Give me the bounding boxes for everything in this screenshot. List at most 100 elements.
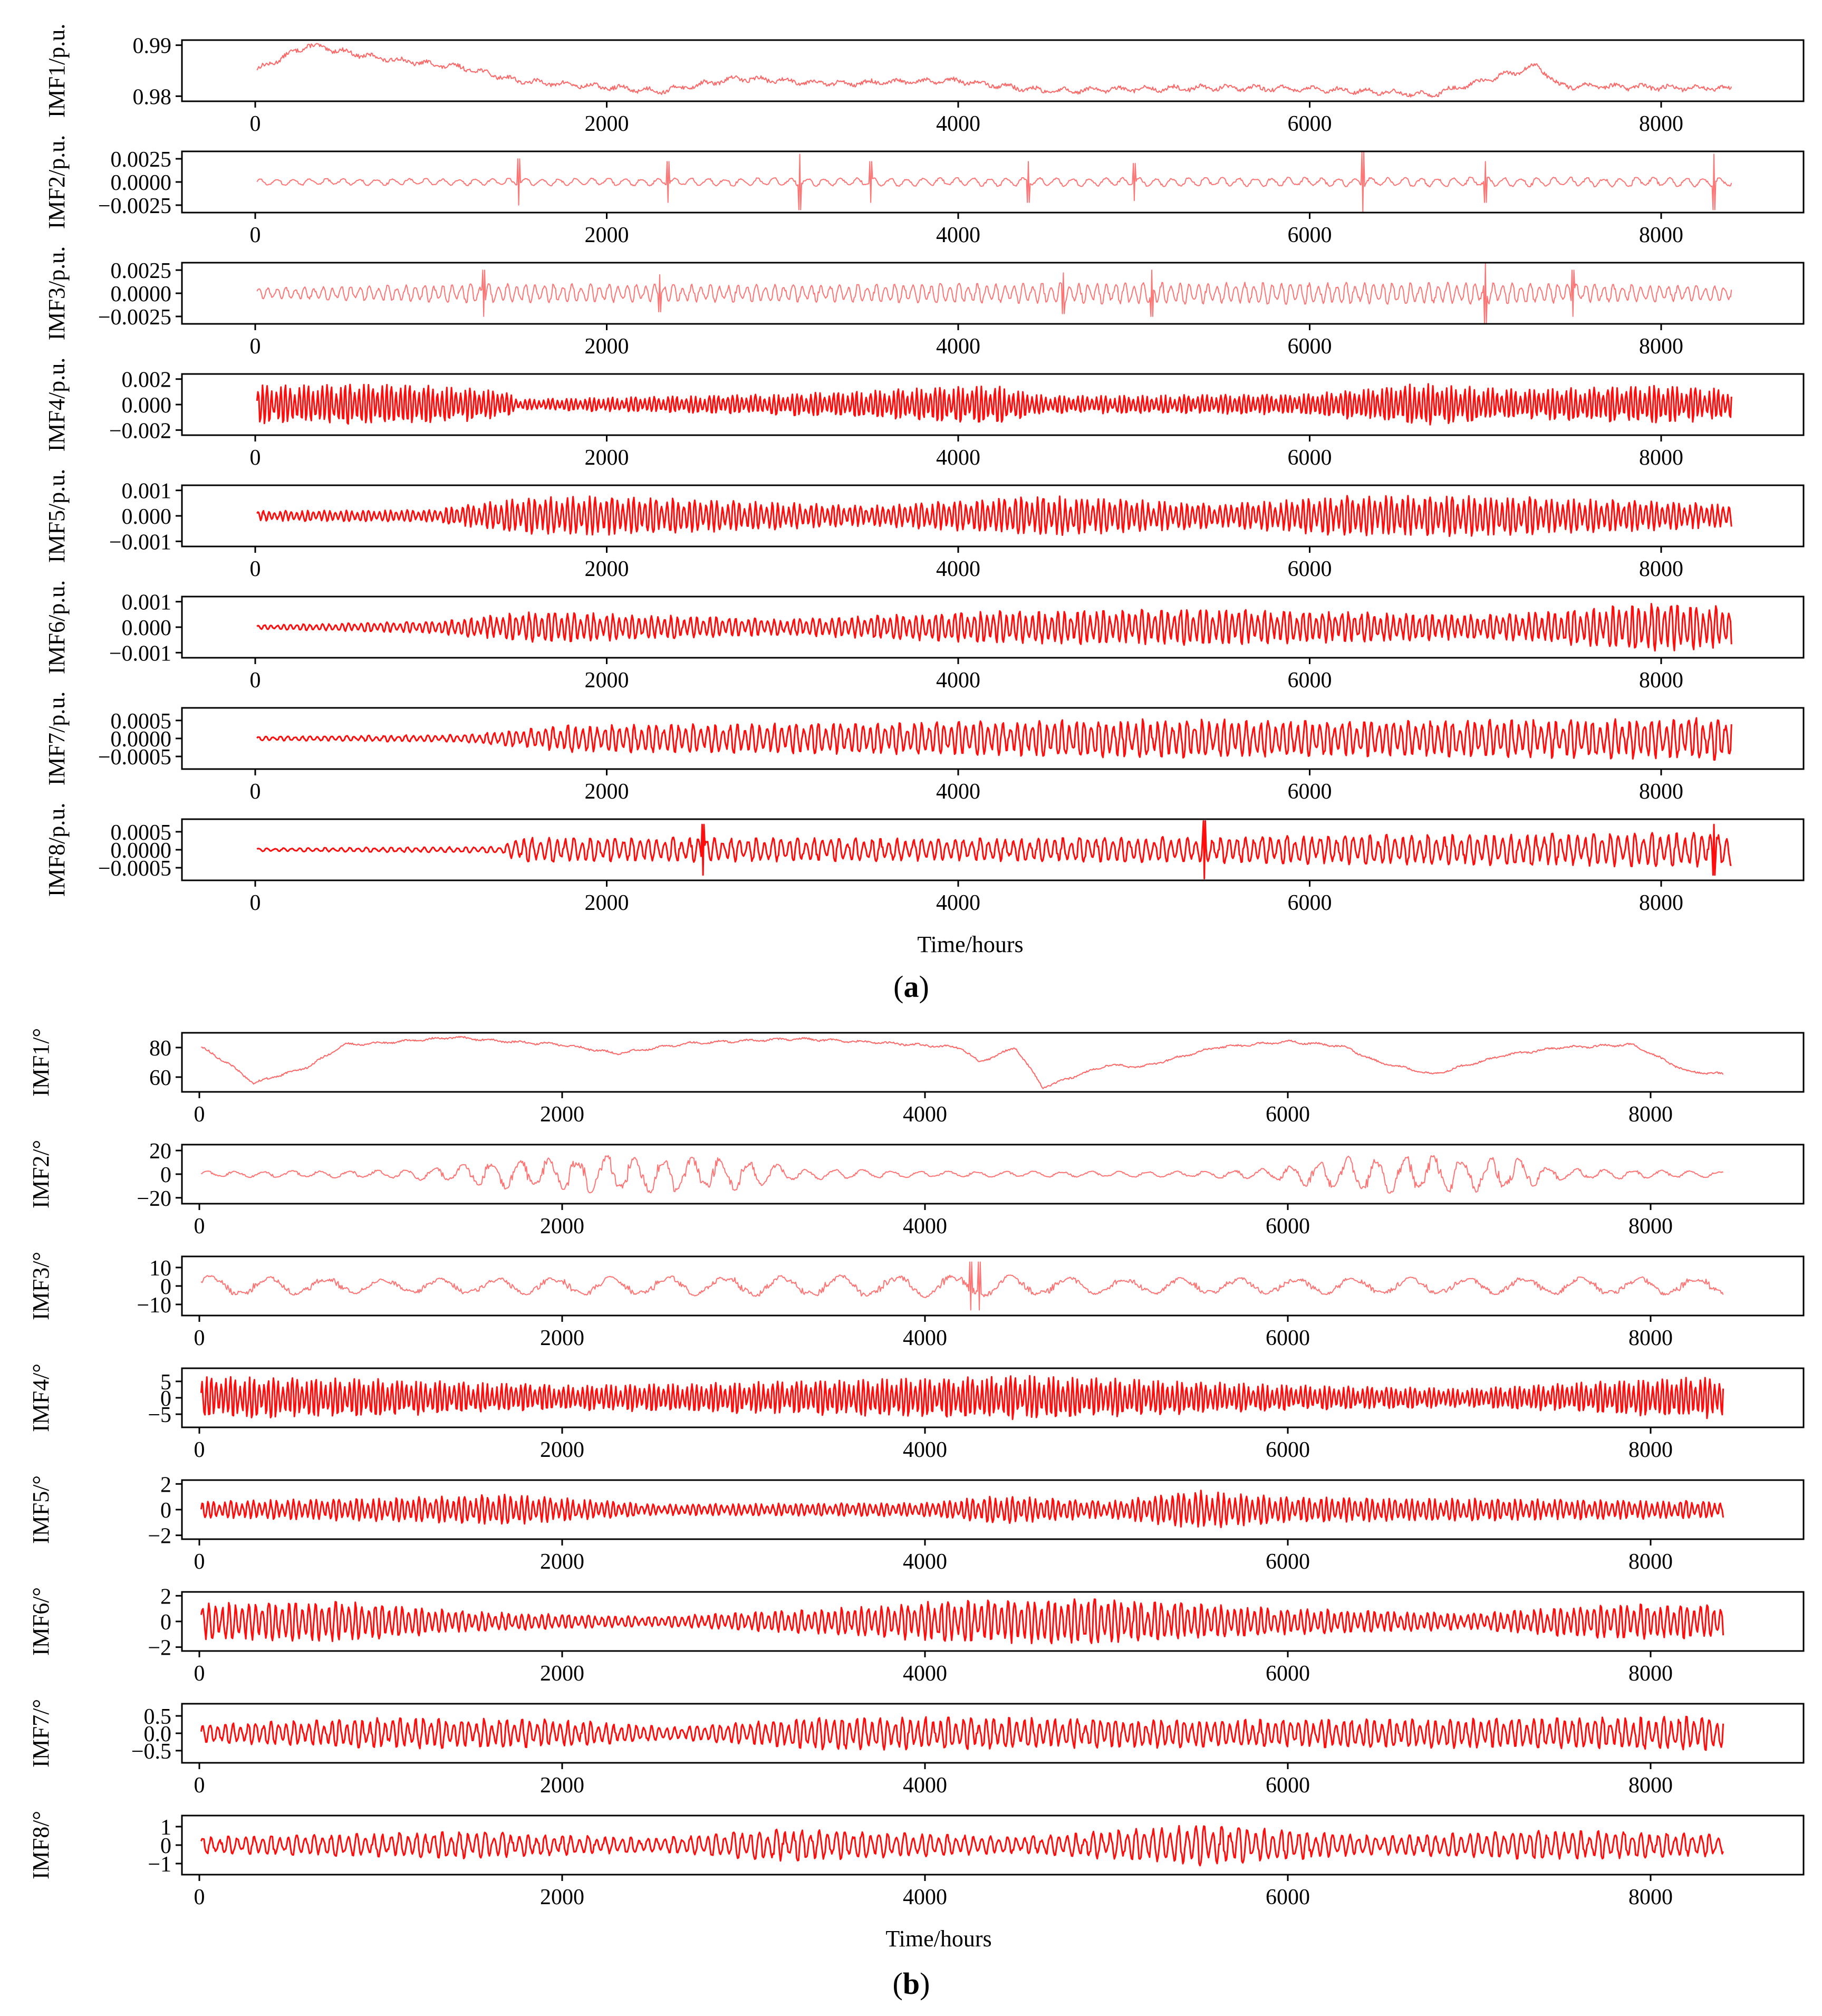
x-tick-label: 2000: [540, 1885, 584, 1909]
x-axis-label: Time/hours: [917, 932, 1023, 957]
y-tick-label: −0.001: [109, 530, 171, 554]
x-tick-label: 2000: [540, 1550, 584, 1574]
y-tick-label: 0.0000: [111, 282, 172, 306]
x-tick-label: 6000: [1266, 1214, 1310, 1239]
y-axis-label: IMF3/p.u.: [44, 246, 70, 340]
x-tick-label: 6000: [1288, 446, 1332, 470]
axes-frame: [181, 1144, 1805, 1205]
x-tick-label: 2000: [585, 668, 629, 693]
signal-line: [200, 1715, 1724, 1751]
x-tick-label: 0: [250, 668, 261, 693]
x-tick-label: 2000: [540, 1214, 584, 1239]
panel-caption-letter: b: [903, 1966, 920, 2001]
y-tick-label: −0.0025: [98, 194, 171, 218]
x-tick-label: 0: [250, 891, 261, 915]
x-tick-label: 6000: [1288, 223, 1332, 247]
y-tick-label: −0.5: [131, 1740, 171, 1764]
y-tick-label: 0: [160, 1834, 171, 1858]
x-tick-label: 6000: [1288, 112, 1332, 136]
axes-frame: [181, 1255, 1805, 1317]
axes-frame: [181, 1479, 1805, 1540]
y-tick-label: −20: [137, 1187, 171, 1211]
axes-frame: [181, 1032, 1805, 1093]
x-tick-label: 2000: [585, 446, 629, 470]
y-axis-label: IMF7/p.u.: [44, 692, 70, 785]
x-tick-label: 4000: [903, 1326, 947, 1350]
y-axis-label: IMF5/p.u.: [44, 469, 70, 563]
y-tick-label: 2: [160, 1585, 171, 1609]
y-tick-label: −2: [148, 1524, 171, 1549]
x-tick-label: 6000: [1266, 1662, 1310, 1686]
x-tick-label: 2000: [585, 112, 629, 136]
x-tick-label: 6000: [1266, 1885, 1310, 1909]
y-axis-label: IMF5/°: [28, 1475, 54, 1544]
y-tick-label: 0.98: [133, 85, 172, 109]
x-tick-label: 8000: [1639, 112, 1683, 136]
x-tick-label: 8000: [1639, 334, 1683, 359]
x-tick-label: 8000: [1628, 1438, 1673, 1462]
x-tick-label: 4000: [903, 1773, 947, 1798]
x-tick-label: 0: [194, 1438, 205, 1462]
axes-frame: [181, 39, 1805, 102]
x-tick-label: 0: [250, 557, 261, 581]
x-tick-label: 8000: [1628, 1102, 1673, 1127]
signal-line: [256, 820, 1732, 880]
axes-frame: [181, 150, 1805, 214]
y-tick-label: −0.002: [109, 419, 171, 443]
y-tick-label: 0: [160, 1387, 171, 1411]
y-tick-label: 0.0000: [111, 839, 172, 863]
signal-line: [200, 1375, 1724, 1420]
y-tick-label: 0.0000: [111, 727, 172, 752]
x-tick-label: 2000: [540, 1326, 584, 1350]
y-tick-label: 60: [149, 1066, 171, 1090]
y-axis-label: IMF4/°: [28, 1364, 54, 1432]
y-tick-label: 0: [160, 1499, 171, 1523]
x-tick-label: 8000: [1628, 1214, 1673, 1239]
y-tick-label: −1: [148, 1852, 171, 1877]
y-axis-label: IMF8/°: [28, 1811, 54, 1879]
signal-line: [256, 717, 1732, 761]
x-tick-label: 4000: [903, 1550, 947, 1574]
x-tick-label: 4000: [903, 1885, 947, 1909]
x-tick-label: 8000: [1639, 891, 1683, 915]
y-axis-label: IMF3/°: [28, 1252, 54, 1320]
panel-caption-letter: a: [904, 969, 919, 1004]
y-tick-label: 10: [149, 1256, 171, 1281]
x-tick-label: 4000: [936, 112, 980, 136]
signal-line: [200, 1261, 1724, 1311]
x-tick-label: 4000: [936, 334, 980, 359]
x-tick-label: 4000: [936, 223, 980, 247]
y-tick-label: 20: [149, 1139, 171, 1164]
x-tick-label: 0: [194, 1102, 205, 1127]
x-tick-label: 4000: [903, 1438, 947, 1462]
x-tick-label: 0: [194, 1773, 205, 1798]
y-axis-label: IMF8/p.u.: [44, 803, 70, 897]
x-tick-label: 0: [250, 446, 261, 470]
y-axis-label: IMF6/p.u.: [44, 580, 70, 674]
y-axis-label: IMF4/p.u.: [44, 358, 70, 452]
y-tick-label: 0: [160, 1610, 171, 1635]
x-tick-label: 8000: [1628, 1550, 1673, 1574]
y-tick-label: 0.000: [122, 393, 172, 418]
y-tick-label: 1: [160, 1816, 171, 1840]
y-tick-label: 0.0005: [111, 709, 172, 734]
x-tick-label: 6000: [1288, 334, 1332, 359]
signal-line: [200, 1825, 1724, 1867]
x-tick-label: 0: [194, 1662, 205, 1686]
y-tick-label: 0.5: [144, 1705, 172, 1729]
y-tick-label: −0.0025: [98, 305, 171, 330]
x-tick-label: 0: [250, 780, 261, 804]
x-tick-label: 6000: [1266, 1326, 1310, 1350]
subplot-imf1-: 80 60 0 2000 4000 6000 8000 IMF1/°: [28, 1028, 1805, 1127]
signal-line: [256, 43, 1732, 98]
